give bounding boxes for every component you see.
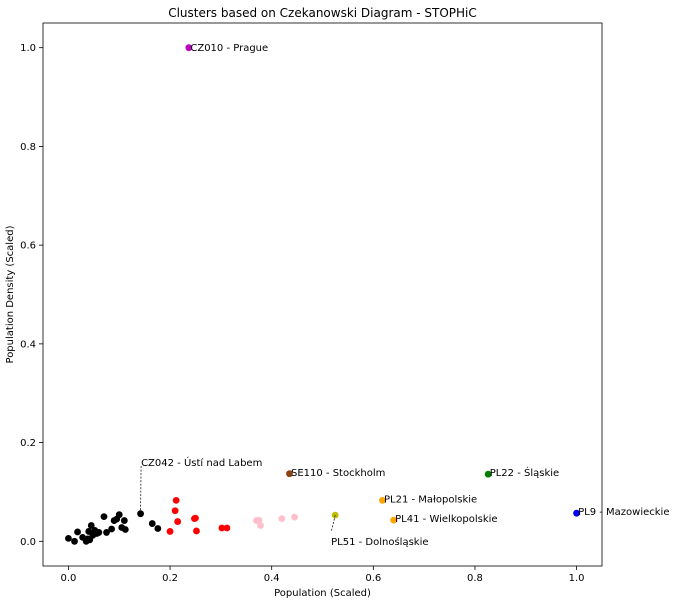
data-point — [121, 526, 129, 533]
data-point — [185, 44, 193, 52]
annotation-label: CZ042 - Ústí nad Labem — [141, 456, 262, 469]
axes-frame — [42, 22, 603, 567]
x-tick-label: 0.0 — [60, 573, 76, 584]
annotation-line — [140, 465, 142, 514]
data-point — [573, 509, 580, 517]
data-point — [120, 517, 128, 524]
plot-frame — [42, 22, 603, 567]
x-axis-label: Population (Scaled) — [274, 588, 371, 599]
data-point — [108, 525, 116, 533]
data-point — [74, 528, 81, 536]
y-tick-label: 0.8 — [20, 142, 36, 153]
x-tick-label: 0.4 — [264, 573, 280, 584]
x-axis: 0.0 0.2 0.4 0.6 0.8 1.0 — [60, 566, 585, 584]
x-tick-label: 0.2 — [162, 573, 178, 584]
data-point — [87, 522, 95, 529]
data-point — [286, 470, 293, 478]
annotation-label: CZ010 - Prague — [190, 43, 268, 54]
y-tick-label: 0.4 — [20, 339, 36, 350]
data-point — [278, 515, 286, 523]
data-point — [154, 525, 162, 532]
x-tick-label: 1.0 — [569, 573, 585, 584]
data-point — [171, 507, 179, 515]
data-point — [115, 511, 123, 519]
annotation-label: SE110 - Stockholm — [291, 468, 385, 479]
data-point — [65, 534, 72, 542]
annotation-line — [330, 515, 336, 533]
data-point — [192, 514, 199, 522]
y-axis: 0.0 0.2 0.4 0.6 0.8 1.0 — [20, 43, 43, 548]
annotation-label: PL41 - Wielkopolskie — [395, 514, 497, 525]
data-point — [257, 522, 264, 529]
data-point — [193, 527, 200, 535]
y-tick-label: 1.0 — [20, 43, 36, 54]
data-point — [255, 516, 263, 524]
data-point — [218, 524, 226, 532]
annotations: CZ010 - Prague CZ042 - Ústí nad Labem SE11… — [140, 43, 670, 548]
data-point — [223, 524, 231, 532]
data-point — [148, 520, 156, 527]
chart-title: Clusters based on Czekanowski Diagram - … — [168, 6, 477, 20]
data-point — [166, 528, 174, 535]
annotation-label: PL9 - Mazowieckie — [578, 507, 669, 518]
y-axis-label: Population Density (Scaled) — [5, 225, 16, 363]
data-point — [390, 516, 398, 524]
data-points — [65, 44, 580, 545]
annotation-label: PL22 - Śląskie — [490, 466, 559, 479]
annotation-label: PL21 - Małopolskie — [384, 494, 477, 505]
data-point — [174, 518, 182, 525]
y-tick-label: 0.2 — [20, 438, 36, 449]
annotation-label: PL51 - Dolnośląskie — [331, 536, 428, 548]
data-point — [100, 513, 108, 521]
x-tick-label: 0.6 — [365, 573, 381, 584]
data-point — [291, 513, 298, 521]
data-point — [103, 529, 110, 536]
x-tick-label: 0.8 — [467, 573, 483, 584]
data-point — [484, 470, 492, 478]
data-point — [95, 529, 103, 536]
data-point — [172, 496, 180, 504]
y-tick-label: 0.0 — [20, 537, 36, 548]
y-tick-label: 0.6 — [20, 241, 36, 252]
data-point — [379, 496, 386, 504]
data-point — [71, 537, 78, 545]
